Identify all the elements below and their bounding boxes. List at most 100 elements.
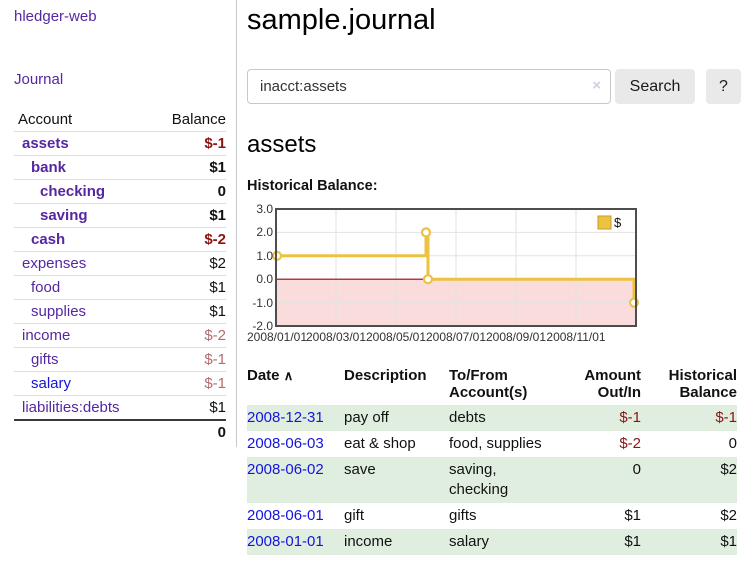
chart-x-axis-label: 2008/07/01 bbox=[425, 330, 487, 344]
account-link-liabilities-debts[interactable]: liabilities:debts bbox=[22, 399, 120, 416]
column-header-description: Description bbox=[344, 367, 427, 384]
transaction-description: save bbox=[344, 461, 376, 478]
transaction-amount: $1 bbox=[624, 533, 641, 550]
account-link-bank[interactable]: bank bbox=[31, 159, 67, 176]
register-header-row: Date ∧ Description To/From Account(s) Am… bbox=[247, 367, 737, 405]
main-content: sample.journal × Search ? assets Histori… bbox=[237, 0, 742, 555]
column-header-date[interactable]: Date ∧ bbox=[247, 367, 344, 405]
account-balance: $1 bbox=[150, 395, 226, 420]
chart-legend: $ bbox=[597, 215, 622, 230]
search-button[interactable]: Search bbox=[615, 69, 695, 104]
chart-y-axis-label: 3.0 bbox=[256, 202, 273, 216]
account-link-food[interactable]: food bbox=[31, 279, 61, 296]
sidebar-item-journal[interactable]: Journal bbox=[14, 71, 64, 88]
transaction-date-link[interactable]: 2008-12-31 bbox=[247, 409, 324, 426]
account-row: food $1 bbox=[14, 275, 226, 300]
transaction-historical-balance: $1 bbox=[720, 533, 737, 550]
register-row: 2008-12-31 pay off debts $-1 $-1 bbox=[247, 405, 737, 431]
chart-y-axis-label: -1.0 bbox=[252, 295, 273, 310]
account-row: saving $1 bbox=[14, 203, 226, 228]
transaction-amount: 0 bbox=[632, 461, 641, 478]
transaction-amount: $-1 bbox=[619, 409, 641, 426]
account-link-checking[interactable]: checking bbox=[40, 183, 106, 200]
transaction-historical-balance: $2 bbox=[720, 461, 737, 478]
sort-ascending-icon: ∧ bbox=[283, 368, 294, 383]
register-row: 2008-06-01 gift gifts $1 $2 bbox=[247, 503, 737, 529]
transaction-date-link[interactable]: 2008-01-01 bbox=[247, 533, 324, 550]
balance-chart: $ 3.0 2.0 1.0 0.0 -1.0 -2.0 2008/01/01 2… bbox=[247, 202, 647, 348]
accounts-total-row: 0 bbox=[14, 419, 226, 444]
transaction-historical-balance: $2 bbox=[720, 507, 737, 524]
chart-y-axis-label: -2.0 bbox=[252, 319, 273, 333]
transaction-accounts: food, supplies bbox=[449, 435, 542, 452]
chart-plot-border bbox=[275, 208, 637, 327]
transaction-accounts: gifts bbox=[449, 507, 477, 524]
account-link-cash[interactable]: cash bbox=[31, 231, 66, 248]
clear-search-icon[interactable]: × bbox=[592, 77, 601, 94]
account-row: bank $1 bbox=[14, 155, 226, 180]
page-title: sample.journal bbox=[247, 4, 436, 36]
register-row: 2008-06-02 save saving, checking 0 $2 bbox=[247, 457, 737, 503]
transaction-date-link[interactable]: 2008-06-02 bbox=[247, 461, 324, 478]
transaction-accounts: saving, checking bbox=[449, 461, 509, 498]
account-row: income $-2 bbox=[14, 323, 226, 348]
account-row: cash $-2 bbox=[14, 227, 226, 252]
account-row: supplies $1 bbox=[14, 299, 226, 324]
search-input[interactable] bbox=[247, 69, 611, 104]
account-link-gifts[interactable]: gifts bbox=[31, 351, 59, 368]
account-balance: $1 bbox=[150, 275, 226, 300]
transaction-date-link[interactable]: 2008-06-03 bbox=[247, 435, 324, 452]
column-header-amount: Amount Out/In bbox=[584, 367, 641, 401]
register-row: 2008-06-03 eat & shop food, supplies $-2… bbox=[247, 431, 737, 457]
account-balance: $-2 bbox=[150, 227, 226, 252]
account-balance: $1 bbox=[150, 299, 226, 324]
account-link-saving[interactable]: saving bbox=[40, 207, 88, 224]
account-row: liabilities:debts $1 bbox=[14, 395, 226, 420]
account-column-header: Account bbox=[18, 111, 73, 128]
account-link-expenses[interactable]: expenses bbox=[22, 255, 87, 272]
help-button[interactable]: ? bbox=[706, 69, 741, 104]
register-table: Date ∧ Description To/From Account(s) Am… bbox=[247, 367, 737, 555]
transaction-historical-balance: $-1 bbox=[715, 409, 737, 426]
account-link-supplies[interactable]: supplies bbox=[31, 303, 87, 320]
transaction-date-link[interactable]: 2008-06-01 bbox=[247, 507, 324, 524]
column-header-historical: Historical Balance bbox=[668, 367, 737, 401]
account-link-assets[interactable]: assets bbox=[22, 135, 69, 152]
legend-label: $ bbox=[614, 215, 622, 230]
account-balance: $-1 bbox=[150, 347, 226, 372]
chart-x-axis-label: 2008/05/01 bbox=[365, 330, 427, 344]
account-row: gifts $-1 bbox=[14, 347, 226, 372]
data-point-marker bbox=[422, 274, 434, 285]
data-point-marker bbox=[420, 227, 432, 238]
search-form: × Search ? bbox=[247, 69, 742, 104]
chart-x-axis-label: 2008/09/01 bbox=[485, 330, 547, 344]
sidebar: hledger-web Journal Account Balance asse… bbox=[0, 0, 237, 447]
account-balance: $-1 bbox=[150, 371, 226, 396]
account-balance: $1 bbox=[150, 155, 226, 180]
balance-column-header: Balance bbox=[171, 111, 226, 128]
account-link-income[interactable]: income bbox=[22, 327, 71, 344]
transaction-amount: $1 bbox=[624, 507, 641, 524]
account-balance: $-2 bbox=[150, 323, 226, 348]
accounts-total-value: 0 bbox=[150, 419, 226, 444]
chart-x-axis-label: 2008/03/01 bbox=[305, 330, 367, 344]
legend-swatch bbox=[597, 215, 612, 230]
app-brand-link[interactable]: hledger-web bbox=[14, 8, 97, 25]
transaction-historical-balance: 0 bbox=[728, 435, 737, 452]
accounts-table: Account Balance assets $-1 bank $1 check… bbox=[14, 108, 226, 444]
account-row: assets $-1 bbox=[14, 131, 226, 156]
transaction-description: eat & shop bbox=[344, 435, 416, 452]
register-row: 2008-01-01 income salary $1 $1 bbox=[247, 529, 737, 555]
account-row: salary $-1 bbox=[14, 371, 226, 396]
chart-title: Historical Balance: bbox=[247, 178, 378, 194]
chart-y-axis-label: 1.0 bbox=[256, 248, 273, 263]
chart-y-axis-label: 2.0 bbox=[256, 225, 273, 240]
account-link-salary[interactable]: salary bbox=[31, 375, 72, 392]
transaction-accounts: salary bbox=[449, 533, 490, 550]
transaction-description: gift bbox=[344, 507, 365, 524]
transaction-accounts: debts bbox=[449, 409, 486, 426]
chart-canvas: $ bbox=[271, 208, 640, 327]
account-balance: $-1 bbox=[150, 131, 226, 156]
account-balance: $1 bbox=[150, 203, 226, 228]
account-row: expenses $2 bbox=[14, 251, 226, 276]
